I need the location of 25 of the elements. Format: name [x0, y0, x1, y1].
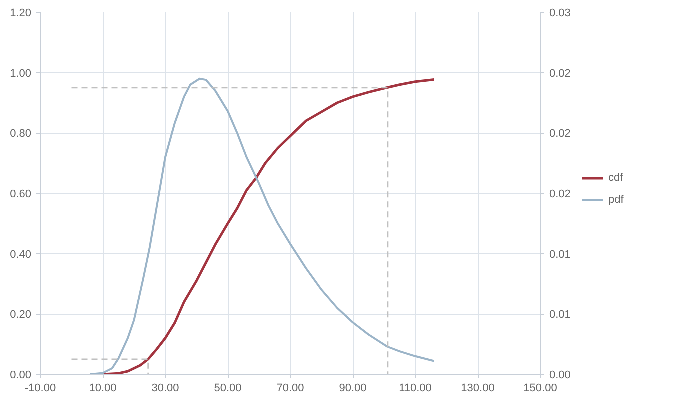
x-tick-label: 70.00 — [276, 382, 304, 394]
x-tick-label: 10.00 — [89, 382, 117, 394]
y-tick-label: 0.20 — [10, 309, 32, 322]
x-tick-label: 30.00 — [152, 382, 180, 394]
x-tick-label: 130.00 — [461, 382, 495, 394]
y2-tick-label: 0.02 — [550, 128, 571, 140]
legend-label: pdf — [608, 194, 625, 206]
y2-tick-label: 0.02 — [550, 68, 571, 80]
y2-tick-label: 0.02 — [550, 188, 571, 200]
y-tick-label: 0.80 — [10, 128, 32, 140]
legend-label: cdf — [608, 172, 624, 184]
y2-tick-label: 0.01 — [550, 248, 571, 261]
y-tick-label: 1.00 — [10, 68, 32, 80]
x-tick-label: 90.00 — [339, 382, 367, 394]
y2-tick-label: 0.01 — [550, 309, 571, 322]
y-tick-label: 0.60 — [10, 188, 32, 200]
y2-tick-label: 0.03 — [550, 8, 571, 20]
x-tick-label: 50.00 — [214, 382, 242, 394]
x-tick-label: 110.00 — [399, 382, 432, 394]
x-tick-label: -10.00 — [24, 382, 56, 394]
y-tick-label: 0.00 — [10, 370, 32, 382]
y2-tick-label: 0.00 — [550, 370, 571, 382]
x-tick-label: 150.00 — [524, 382, 558, 394]
y-tick-label: 0.40 — [10, 248, 32, 261]
y-tick-label: 1.20 — [10, 8, 32, 20]
